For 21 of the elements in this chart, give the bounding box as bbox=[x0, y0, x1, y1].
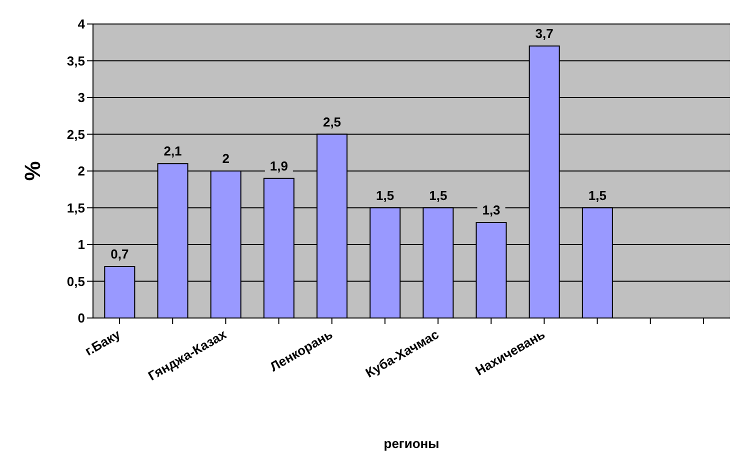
data-label: 2 bbox=[222, 151, 230, 166]
y-tick-label: 4 bbox=[78, 16, 86, 32]
data-label: 1,5 bbox=[376, 188, 394, 203]
y-tick-label: 3 bbox=[78, 90, 85, 106]
data-label: 1,5 bbox=[588, 188, 606, 203]
data-label: 1,5 bbox=[429, 188, 448, 203]
y-tick-label: 2 bbox=[78, 164, 85, 179]
y-tick-label: 2,5 bbox=[66, 126, 85, 142]
x-axis-title: регионы bbox=[384, 436, 440, 451]
y-tick-label: 1 bbox=[78, 237, 85, 252]
y-tick-label: 0,5 bbox=[66, 274, 85, 289]
y-tick-label: 3,5 bbox=[66, 53, 85, 68]
data-label: 3,7 bbox=[535, 26, 554, 42]
data-label: 1,3 bbox=[482, 202, 500, 218]
y-axis-title: % bbox=[20, 161, 45, 181]
data-label: 2,5 bbox=[322, 114, 342, 130]
data-label: 0,7 bbox=[110, 246, 129, 262]
y-tick-label: 0 bbox=[78, 310, 85, 326]
y-tick-label: 1,5 bbox=[66, 200, 85, 216]
data-label: 2,1 bbox=[164, 144, 182, 159]
data-label: 1,9 bbox=[270, 158, 288, 174]
